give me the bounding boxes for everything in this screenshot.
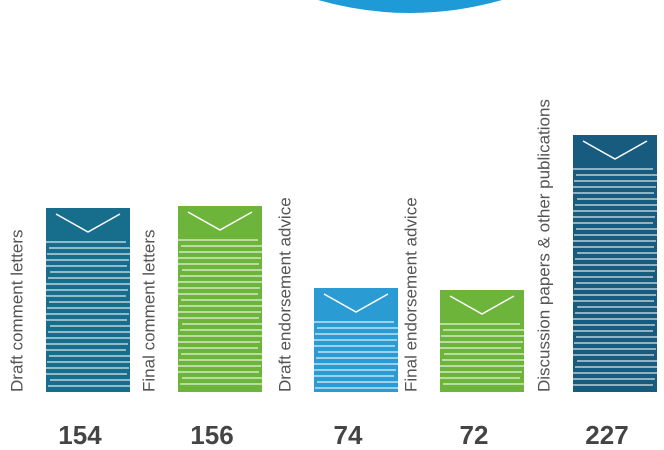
bar (178, 206, 262, 392)
chart: Draft comment letters 154 Final comment le… (0, 0, 664, 450)
bar (573, 135, 657, 392)
bar (46, 208, 130, 392)
value-label: 72 (460, 420, 489, 450)
category-label: Final endorsement advice (401, 197, 420, 392)
envelope-stack (42, 208, 134, 392)
category-label: Draft comment letters (7, 230, 26, 393)
category-label: Final comment letters (139, 230, 158, 393)
category-label: Discussion papers & other publications (534, 99, 553, 392)
envelope-stack (174, 206, 266, 392)
envelope-stack (310, 288, 402, 392)
envelope-stack (569, 135, 661, 392)
category-label: Draft endorsement advice (275, 197, 294, 392)
header-arc (318, 0, 502, 13)
value-label: 156 (190, 420, 233, 450)
value-label: 154 (58, 420, 102, 450)
value-label: 74 (334, 420, 363, 450)
page: Draft comment letters 154 Final comment le… (0, 0, 664, 450)
envelope-stack (436, 290, 528, 392)
bar (440, 290, 524, 392)
value-label: 227 (585, 420, 628, 450)
